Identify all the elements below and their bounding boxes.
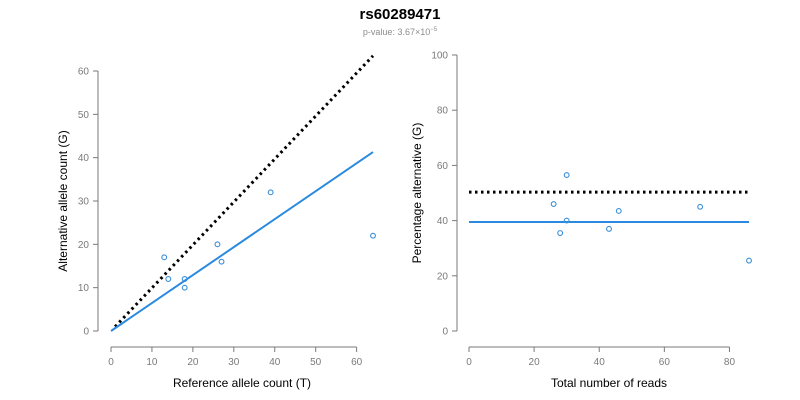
- left-panel: 0 10 20 30 40 50 60 0 10 20 30 40 50 60 Reference alle…: [56, 54, 376, 390]
- p-value-exponent: −5: [430, 27, 438, 33]
- right-data-point: [746, 257, 752, 264]
- left-x-tick-label: 50: [310, 357, 322, 368]
- right-data-point: [697, 203, 704, 210]
- left-data-point: [267, 189, 274, 196]
- right-y-tick-label: 40: [437, 216, 449, 227]
- left-data-point: [370, 232, 376, 239]
- left-y-tick-label: 10: [78, 283, 90, 294]
- right-x-tick-label: 40: [594, 357, 606, 368]
- right-data-point: [550, 201, 557, 207]
- right-x-tick-label: 80: [724, 357, 736, 368]
- left-y-tick-label: 0: [83, 327, 89, 338]
- right-x-axis-title: Total number of reads: [551, 376, 667, 390]
- p-value-text: p-value: 3.67×10: [362, 27, 431, 37]
- title-block: rs60289471 p-value: 3.67×10−5: [0, 4, 800, 38]
- left-x-tick-label: 10: [146, 357, 158, 368]
- left-x-tick-label: 20: [187, 357, 199, 368]
- left-data-point: [161, 254, 168, 261]
- right-data-point: [557, 230, 564, 236]
- left-y-tick-label: 60: [78, 67, 90, 78]
- right-y-tick-label: 100: [431, 51, 448, 62]
- right-x-tick-label: 60: [659, 357, 671, 368]
- left-data-point: [181, 284, 188, 291]
- p-value-subtitle: p-value: 3.67×10−5: [0, 24, 800, 38]
- left-y-tick-label: 30: [78, 197, 90, 208]
- right-y-axis-title: Percentage alternative (G): [410, 123, 424, 264]
- right-y-tick-label: 60: [437, 161, 449, 172]
- right-data-point: [615, 207, 622, 214]
- left-data-point: [214, 241, 221, 248]
- left-y-tick-label: 50: [78, 110, 90, 121]
- left-data-point: [218, 258, 225, 265]
- left-x-tick-label: 0: [108, 357, 114, 368]
- left-x-tick-label: 60: [351, 357, 363, 368]
- left-reference-line: [114, 54, 375, 328]
- left-y-tick-label: 40: [78, 153, 90, 164]
- left-y-axis-title: Alternative allele count (G): [56, 130, 70, 271]
- right-y-tick-label: 20: [437, 271, 449, 282]
- left-x-axis-title: Reference allele count (T): [173, 376, 311, 390]
- right-data-point: [563, 172, 570, 179]
- right-y-tick-label: 80: [437, 106, 449, 117]
- left-data-point: [181, 276, 188, 282]
- right-x-tick-label: 20: [529, 357, 541, 368]
- right-panel: 0 20 40 60 80 0 20 40 60 80 100 Total number of rea…: [410, 51, 752, 390]
- left-data-point: [165, 276, 172, 282]
- right-y-tick-label: 0: [442, 327, 448, 338]
- left-fit-line: [110, 151, 374, 332]
- left-y-tick-label: 20: [78, 240, 90, 251]
- left-x-tick-label: 40: [269, 357, 281, 368]
- right-x-tick-label: 0: [466, 357, 472, 368]
- right-data-point: [563, 217, 570, 224]
- right-data-point: [606, 225, 612, 232]
- chart-title: rs60289471: [359, 6, 441, 23]
- left-x-tick-label: 30: [228, 357, 240, 368]
